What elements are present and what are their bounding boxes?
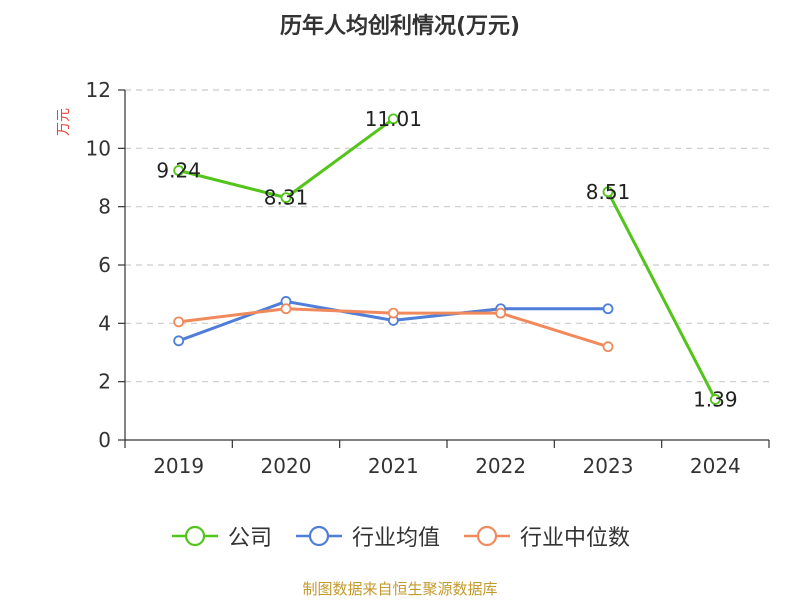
data-label: 9.24 [156, 159, 201, 183]
data-point [602, 303, 614, 315]
legend-label: 行业均值 [351, 526, 440, 551]
data-point [602, 341, 614, 353]
legend: 公司 行业均值 行业中位数 [0, 520, 800, 552]
data-point [173, 316, 185, 328]
x-tick-label: 2023 [583, 454, 634, 478]
data-point [280, 303, 292, 315]
legend-item[interactable]: 公司 [170, 520, 272, 552]
gridlines [125, 89, 769, 383]
x-tick-label: 2022 [475, 454, 526, 478]
legend-swatch [295, 525, 342, 547]
data-point [280, 192, 292, 204]
y-tick-label: 10 [86, 136, 111, 160]
y-axis-label: 万元 [56, 108, 72, 136]
series [173, 113, 721, 405]
series-line [606, 191, 717, 401]
y-tick-label: 2 [98, 370, 111, 394]
data-label: 8.31 [264, 186, 309, 210]
legend-swatch [464, 525, 510, 547]
data-labels: 9.24 8.31 11.01 8.51 1.39 [156, 107, 737, 412]
x-tick-label: 2024 [690, 454, 741, 478]
data-label: 11.01 [365, 107, 422, 131]
y-tick-label: 8 [98, 195, 111, 219]
data-point [173, 335, 185, 347]
y-tick-label: 6 [98, 253, 111, 277]
legend-label: 行业中位数 [520, 526, 631, 551]
data-point [709, 394, 721, 405]
data-point [387, 307, 399, 319]
legend-item[interactable]: 行业均值 [294, 520, 440, 552]
legend-item[interactable]: 行业中位数 [462, 520, 630, 552]
data-label: 8.51 [586, 180, 631, 204]
x-tick-label: 2021 [368, 454, 419, 478]
x-tick-label: 2020 [261, 454, 312, 478]
x-tick-label: 2019 [153, 454, 204, 478]
data-point [387, 113, 399, 125]
y-tick-label: 12 [86, 78, 111, 102]
data-label: 1.39 [693, 387, 738, 411]
data-point [495, 307, 507, 319]
y-tick-label: 0 [98, 428, 111, 452]
data-point [602, 186, 614, 198]
legend-label: 公司 [227, 526, 272, 551]
y-tick-label: 4 [98, 311, 111, 335]
chart-title: 历年人均创利情况(万元) [279, 14, 521, 39]
source-note: 制图数据来自恒生聚源数据库 [302, 580, 498, 598]
data-point [173, 165, 185, 176]
axes: 0 2 4 6 8 10 12 万元 2019 2020 2021 2022 2023 2024 [56, 78, 770, 478]
legend-swatch [171, 525, 218, 547]
